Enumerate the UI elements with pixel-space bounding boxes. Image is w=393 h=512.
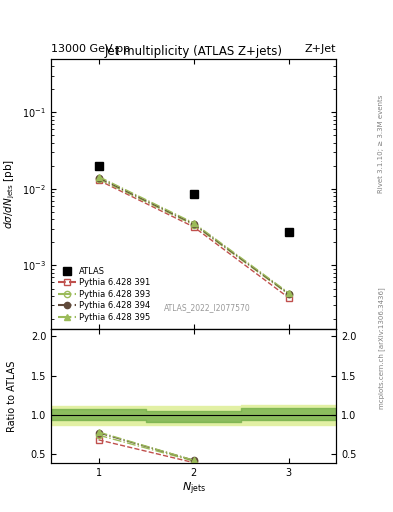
Text: 13000 GeV pp: 13000 GeV pp: [51, 44, 130, 54]
Y-axis label: Ratio to ATLAS: Ratio to ATLAS: [7, 360, 17, 432]
Title: Jet multiplicity (ATLAS Z+jets): Jet multiplicity (ATLAS Z+jets): [105, 45, 283, 58]
Text: mcplots.cern.ch [arXiv:1306.3436]: mcplots.cern.ch [arXiv:1306.3436]: [378, 287, 385, 409]
Legend: ATLAS, Pythia 6.428 391, Pythia 6.428 393, Pythia 6.428 394, Pythia 6.428 395: ATLAS, Pythia 6.428 391, Pythia 6.428 39…: [55, 264, 153, 325]
X-axis label: $N_{\rm jets}$: $N_{\rm jets}$: [182, 481, 206, 497]
Y-axis label: $d\sigma/dN_{\rm jets}$ [pb]: $d\sigma/dN_{\rm jets}$ [pb]: [2, 159, 17, 229]
Text: ATLAS_2022_I2077570: ATLAS_2022_I2077570: [164, 303, 251, 312]
Text: Rivet 3.1.10; ≥ 3.3M events: Rivet 3.1.10; ≥ 3.3M events: [378, 94, 384, 193]
Text: Z+Jet: Z+Jet: [305, 44, 336, 54]
